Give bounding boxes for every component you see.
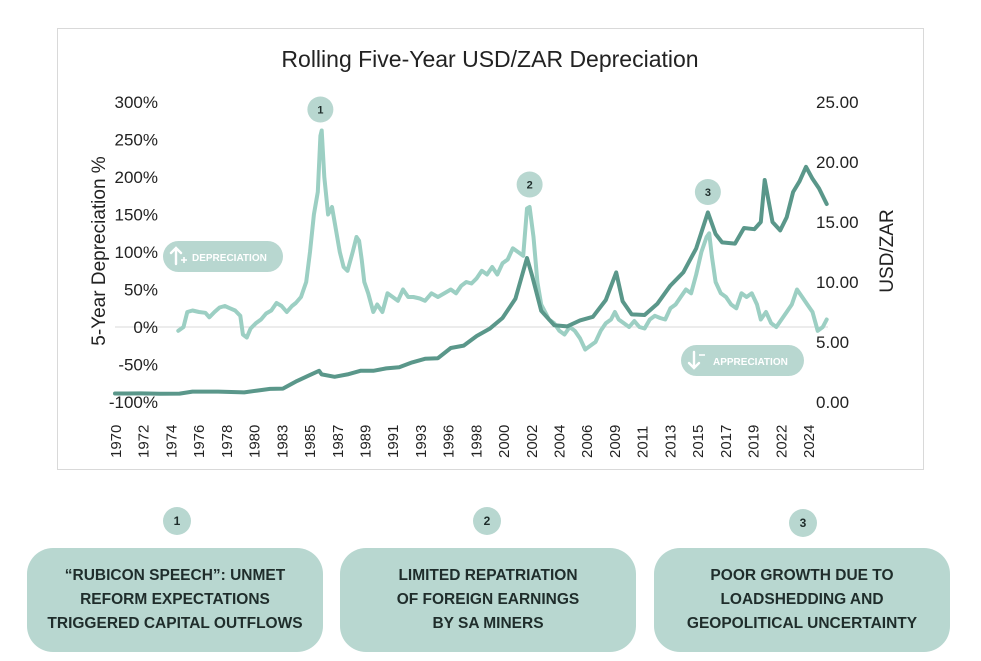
x-tick-label: 2019	[746, 425, 763, 458]
x-tick-label: 2000	[496, 425, 513, 458]
x-tick-label: 2002	[524, 425, 541, 458]
y-tick-label: 300%	[115, 93, 158, 112]
x-tick-label: 1980	[247, 425, 264, 458]
x-tick-label: 1978	[219, 425, 236, 458]
x-tick-label: 2022	[773, 425, 790, 458]
x-tick-label: 2006	[579, 425, 596, 458]
y-tick-label: 0%	[133, 318, 158, 337]
callout-badge-1: 1	[163, 507, 191, 535]
depreciation-label: DEPRECIATION	[192, 253, 267, 264]
y-tick-label: 150%	[115, 206, 158, 225]
x-tick-label: 1983	[274, 425, 291, 458]
annotation-label: 2	[527, 180, 533, 192]
y-axis-label: 5-Year Depreciation %	[89, 156, 110, 346]
x-tick-label: 2009	[607, 425, 624, 458]
x-tick-label: 2004	[552, 425, 569, 458]
x-tick-label: 2011	[635, 426, 652, 458]
x-tick-label: 1976	[191, 425, 208, 458]
callout-badge-2: 2	[473, 507, 501, 535]
callout-rubicon-speech: “RUBICON SPEECH”: UNMET REFORM EXPECTATI…	[27, 548, 323, 652]
x-tick-label: 1972	[136, 425, 153, 458]
y2-tick-label: 15.00	[816, 213, 859, 232]
y2-tick-label: 10.00	[816, 273, 859, 292]
y-tick-label: 200%	[115, 168, 158, 187]
x-tick-label: 2024	[801, 425, 818, 458]
x-tick-label: 2015	[690, 425, 707, 458]
x-tick-label: 1985	[302, 425, 319, 458]
y2-tick-label: 25.00	[816, 93, 859, 112]
callout-badge-3: 3	[789, 509, 817, 537]
chart-frame	[57, 28, 924, 470]
y-tick-label: 100%	[115, 243, 158, 262]
y-tick-label: -100%	[109, 393, 158, 412]
appreciation-indicator	[681, 345, 804, 376]
x-tick-label: 1974	[163, 425, 180, 458]
annotation-label: 3	[705, 187, 711, 199]
arrow-down-minus-icon	[687, 350, 701, 370]
y2-tick-label: 0.00	[816, 393, 849, 412]
chart-title: Rolling Five-Year USD/ZAR Depreciation	[281, 46, 698, 72]
callout-poor-growth: POOR GROWTH DUE TO LOADSHEDDING AND GEOP…	[654, 548, 950, 652]
x-tick-label: 1991	[385, 425, 402, 458]
plot-layer: 300%250%200%150%100%50%0%-50%-100%25.002…	[108, 93, 859, 458]
annotation-badge	[307, 96, 334, 123]
x-tick-label: 1993	[413, 425, 430, 458]
y2-axis-label: USD/ZAR	[877, 209, 898, 292]
annotation-label: 1	[317, 105, 323, 117]
appreciation-label: APPRECIATION	[713, 357, 788, 368]
annotation-badge	[694, 179, 721, 205]
x-tick-label: 1998	[468, 425, 485, 458]
arrow-up-plus-icon	[169, 246, 183, 266]
x-tick-label: 1996	[441, 425, 458, 458]
series-line-usdzar	[113, 164, 829, 396]
x-tick-label: 1970	[108, 425, 125, 458]
x-tick-label: 2013	[662, 425, 679, 458]
depreciation-indicator	[163, 241, 283, 272]
callout-foreign-earnings: LIMITED REPATRIATION OF FOREIGN EARNINGS…	[340, 548, 636, 652]
y-tick-label: -50%	[118, 356, 158, 375]
y2-tick-label: 20.00	[816, 153, 859, 172]
x-tick-label: 2017	[718, 425, 735, 458]
x-tick-label: 1989	[357, 425, 374, 458]
x-tick-label: 1987	[330, 425, 347, 458]
series-line-depreciation	[176, 128, 829, 352]
y2-tick-label: 5.00	[816, 333, 849, 352]
y-tick-label: 250%	[115, 131, 158, 150]
annotation-badge	[516, 171, 543, 198]
plus-glyph-icon	[181, 257, 187, 263]
y-tick-label: 50%	[124, 281, 158, 300]
